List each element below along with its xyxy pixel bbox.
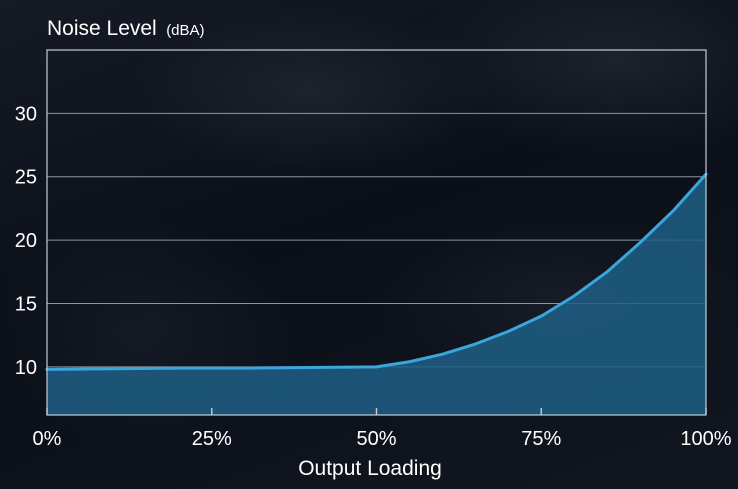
y-tick-label-0: 10 bbox=[15, 357, 37, 379]
y-tick-label-1: 15 bbox=[15, 293, 37, 315]
series-line bbox=[45, 172, 708, 371]
y-tick-label-3: 25 bbox=[15, 167, 37, 189]
y-tick-label-2: 20 bbox=[15, 230, 37, 252]
area-layer bbox=[45, 172, 708, 415]
x-tick-label-4: 100% bbox=[680, 428, 731, 450]
tick-layer: 10 15 20 25 30 0% 25% 50% 75% 100% bbox=[15, 103, 732, 450]
chart-title: Noise Level (dBA) bbox=[47, 17, 205, 40]
x-tick-label-3: 75% bbox=[521, 428, 561, 450]
chart-title-main: Noise Level bbox=[47, 17, 157, 40]
x-tick-label-0: 0% bbox=[33, 428, 62, 450]
x-tick-label-2: 50% bbox=[356, 428, 396, 450]
x-axis-title: Output Loading bbox=[298, 457, 442, 480]
x-tick-label-1: 25% bbox=[192, 428, 232, 450]
y-tick-label-4: 30 bbox=[15, 103, 37, 125]
area-fill bbox=[47, 174, 706, 415]
chart-title-unit: (dBA) bbox=[166, 22, 204, 39]
